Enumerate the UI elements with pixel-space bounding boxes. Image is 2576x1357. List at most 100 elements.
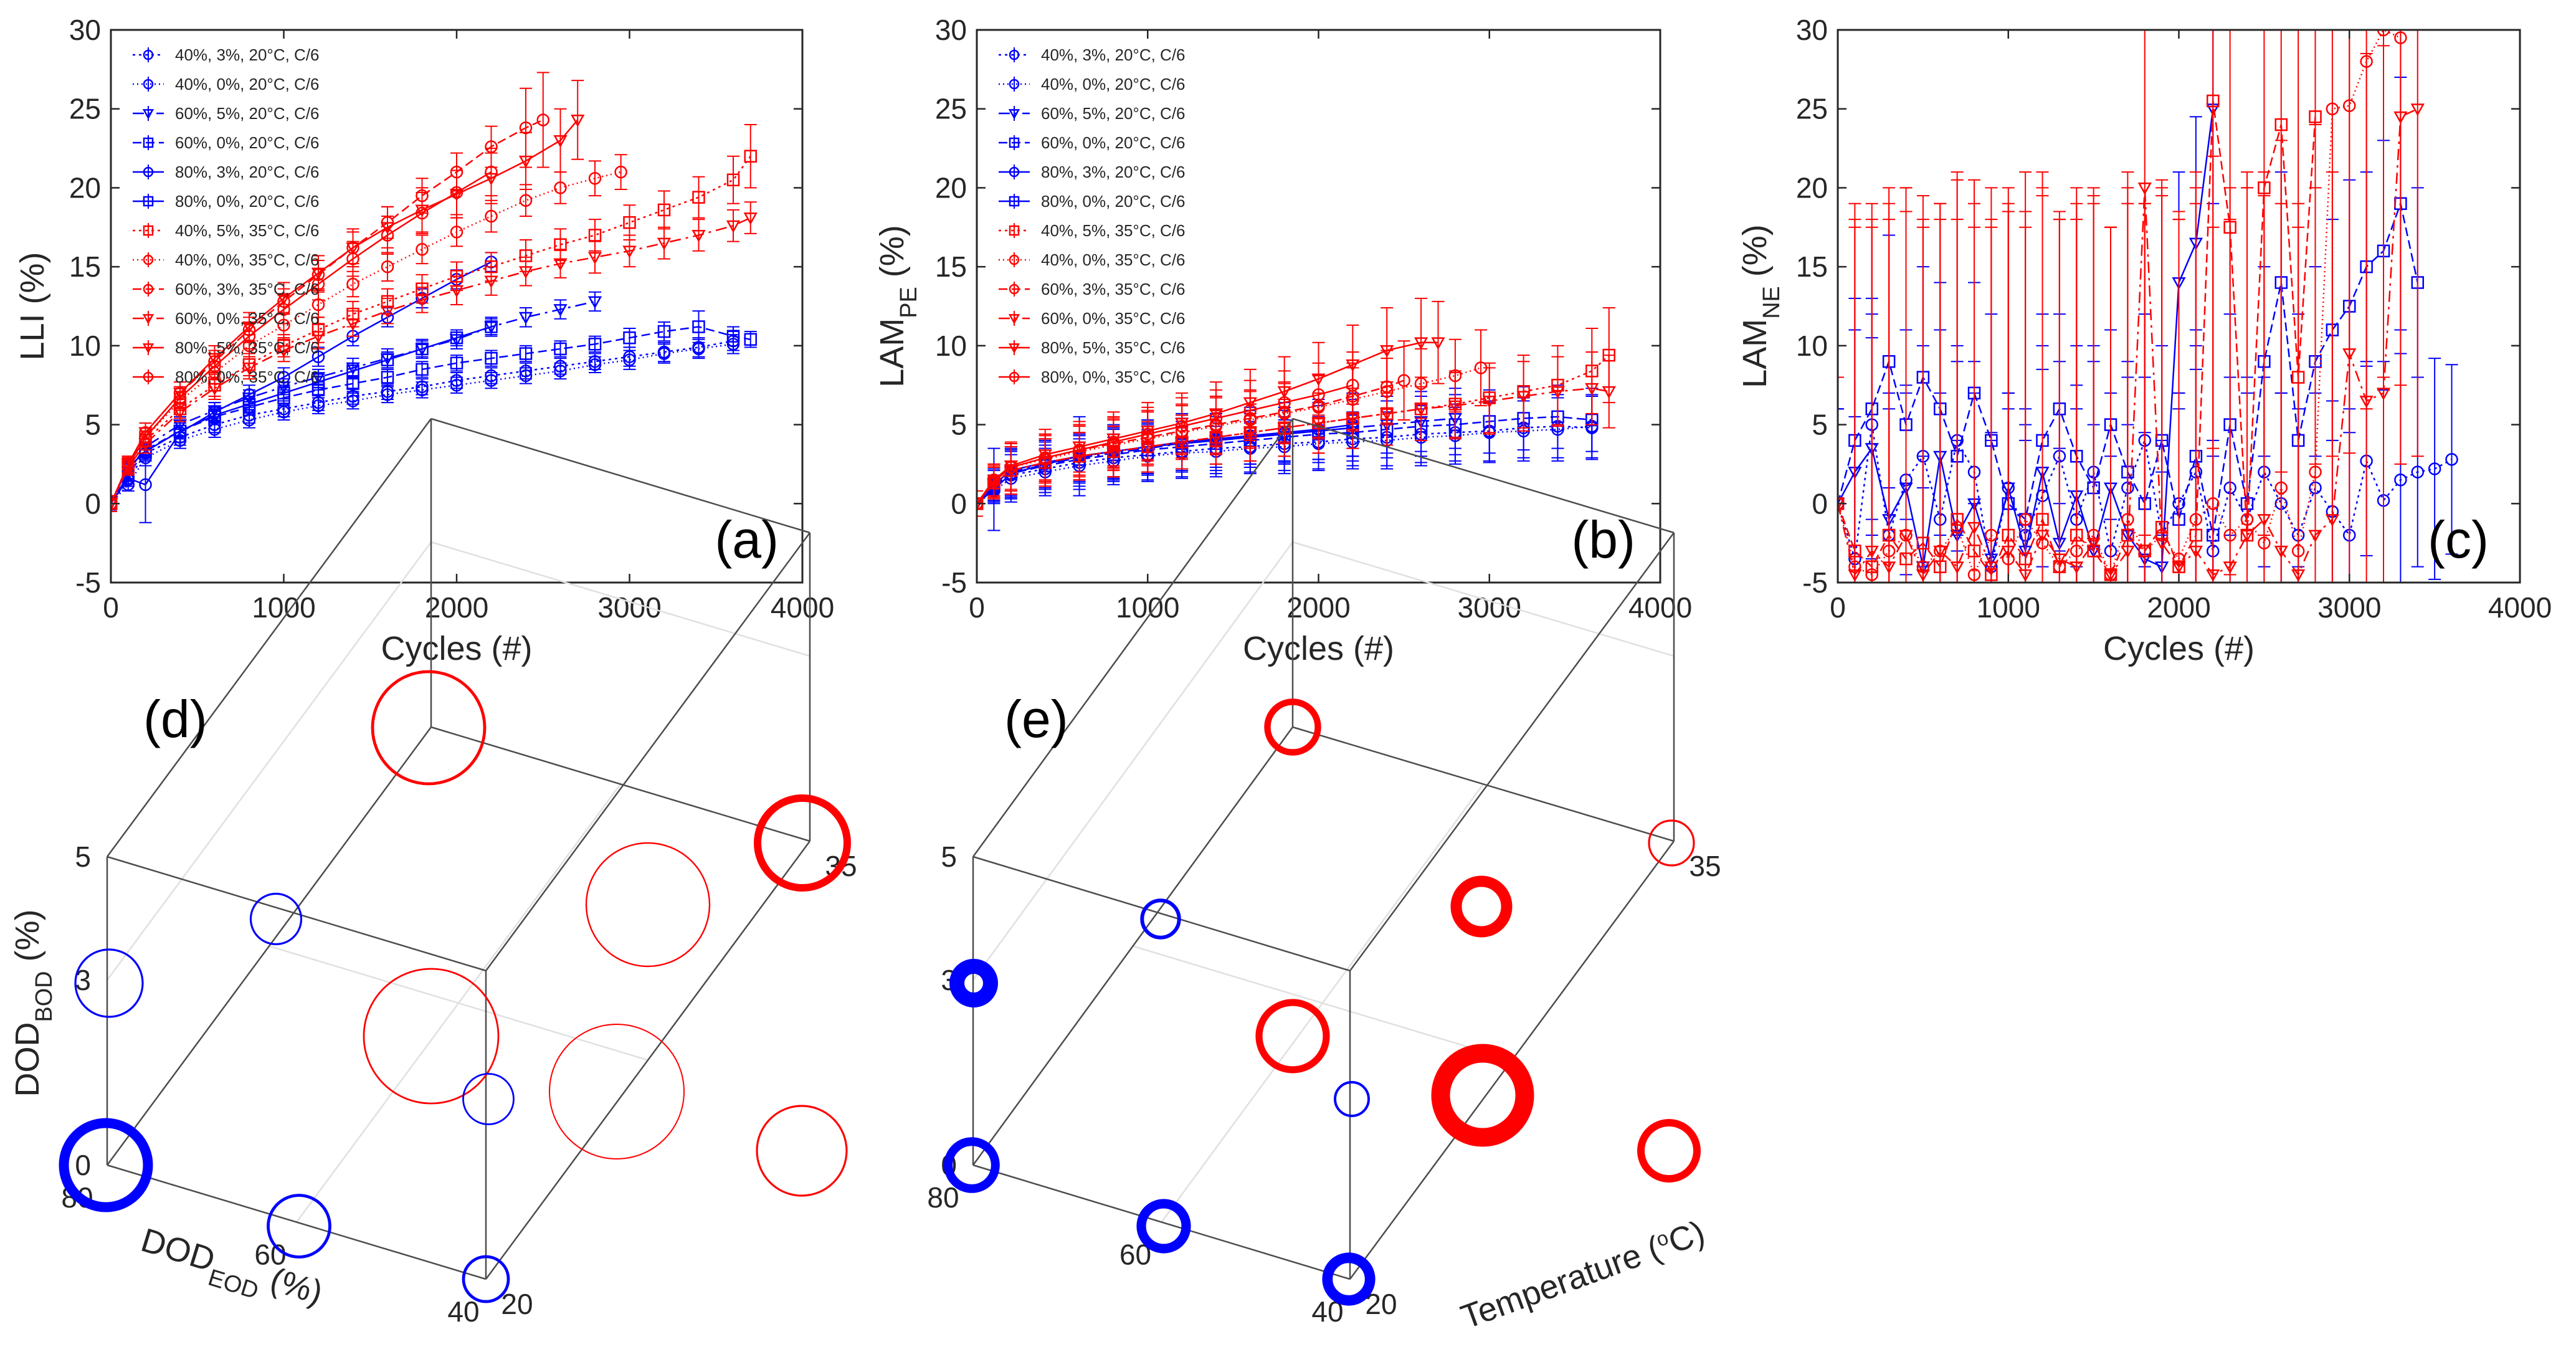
data-point: [587, 296, 602, 309]
legend-label: 60%, 0%, 35°C, C/6: [175, 309, 320, 328]
data-point: [1865, 545, 1879, 558]
legend-item: 80%, 5%, 35°C, C/6: [133, 338, 320, 357]
data-point: [311, 331, 326, 344]
x-axis-label: Cycles (#): [2103, 630, 2255, 667]
data-point: [657, 325, 671, 338]
data-point: [346, 318, 360, 331]
series-group: [111, 72, 758, 523]
x-tick-label: 4000: [771, 591, 834, 624]
data-point: [277, 406, 290, 419]
data-point: [311, 372, 326, 385]
legend-label: 40%, 0%, 20°C, C/6: [175, 75, 320, 93]
legend-item: 80%, 0%, 20°C, C/6: [999, 192, 1186, 211]
data-point: [242, 321, 257, 335]
legend-swatch-marker: [142, 109, 154, 120]
legend-item: 60%, 0%, 35°C, C/6: [999, 309, 1186, 328]
data-point: [381, 353, 394, 366]
legend-item: 80%, 0%, 20°C, C/6: [133, 192, 320, 211]
y-tick-label: 15: [1796, 250, 1828, 283]
data-point: [2257, 514, 2271, 527]
series-line: [977, 341, 1438, 505]
legend-label: 40%, 5%, 35°C, C/6: [1041, 221, 1186, 240]
z-axis-label-suffix: (%): [9, 910, 46, 971]
data-point: [450, 356, 463, 369]
legend-swatch-marker: [142, 314, 154, 325]
legend-item: 80%, 3%, 20°C, C/6: [133, 163, 320, 181]
data-point: [692, 320, 705, 333]
data-point: [249, 892, 303, 946]
data-point: [311, 375, 325, 389]
legend-item: 60%, 0%, 20°C, C/6: [133, 133, 320, 152]
data-point: [2137, 182, 2152, 196]
data-point: [2428, 462, 2441, 475]
data-point: [1312, 388, 1325, 401]
legend-swatch-marker: [1009, 166, 1020, 178]
data-point: [744, 333, 757, 346]
y-tick-label: -5: [75, 566, 101, 599]
data-point: [449, 285, 464, 298]
data-point: [2070, 561, 2084, 574]
z-tick-label: 0: [75, 1149, 91, 1181]
data-point: [416, 363, 429, 376]
data-point: [1431, 337, 1445, 350]
panel-label: (a): [715, 510, 779, 569]
x-tick-label: 4000: [2488, 591, 2552, 624]
legend-item: 60%, 0%, 20°C, C/6: [999, 133, 1186, 152]
data-point: [1107, 436, 1120, 449]
legend-item: 60%, 3%, 35°C, C/6: [133, 280, 320, 298]
y-tick-label: 10: [935, 330, 967, 362]
y-tick-label: 5: [85, 409, 101, 441]
data-point: [2240, 530, 2255, 543]
data-point: [2052, 553, 2066, 566]
data-point: [623, 331, 636, 345]
cube-edge: [106, 726, 432, 1166]
legend-label: 40%, 5%, 35°C, C/6: [175, 221, 320, 240]
data-point: [277, 386, 290, 400]
data-point: [1243, 404, 1257, 417]
legend-label: 80%, 0%, 35°C, C/6: [1041, 368, 1186, 386]
legend-label: 80%, 3%, 20°C, C/6: [1041, 163, 1186, 181]
data-point: [2155, 538, 2169, 551]
plot-area: [977, 30, 1660, 583]
data-point: [2411, 465, 2424, 479]
data-point: [277, 345, 291, 358]
data-point: [1950, 561, 1964, 574]
data-point: [1380, 408, 1394, 421]
cube-edge: [1292, 726, 1675, 842]
x-tick-label: 40: [447, 1295, 479, 1328]
legend-label: 60%, 3%, 35°C, C/6: [175, 280, 320, 298]
data-point: [622, 245, 637, 259]
data-point: [1585, 383, 1599, 396]
legend-swatch-marker: [143, 254, 154, 265]
data-point: [2377, 30, 2390, 37]
y-tick-label: 5: [951, 409, 967, 441]
legend-item: 40%, 3%, 20°C, C/6: [133, 45, 320, 64]
legend-swatch-marker: [142, 343, 154, 354]
data-point: [311, 399, 325, 412]
z-axis-label-base: DOD: [9, 1022, 46, 1097]
y-tick-label: 25: [69, 93, 101, 125]
cube-edge: [107, 1164, 487, 1280]
data-point: [346, 277, 359, 291]
data-point: [1397, 374, 1410, 387]
wall-grid-line: [430, 541, 810, 657]
legend-swatch-marker: [1009, 371, 1020, 383]
y-tick-label: 30: [69, 14, 101, 46]
series-line: [1838, 30, 2401, 577]
data-point: [277, 293, 291, 306]
data-point: [1551, 386, 1565, 399]
legend-item: 40%, 0%, 35°C, C/6: [133, 250, 320, 269]
y-axis-label-suffix: (%): [873, 225, 911, 287]
data-point: [2001, 545, 2015, 558]
data-point: [554, 181, 567, 194]
y-tick-label: 20: [1796, 171, 1828, 204]
y-axis-label: LAMNE (%): [1736, 224, 1785, 388]
cube-edge: [1349, 532, 1675, 971]
data-point: [519, 369, 533, 383]
x-tick-label: 0: [103, 591, 119, 624]
data-point: [277, 303, 290, 316]
data-point: [484, 275, 498, 288]
data-point: [518, 312, 533, 325]
legend-swatch-marker: [1009, 254, 1020, 265]
